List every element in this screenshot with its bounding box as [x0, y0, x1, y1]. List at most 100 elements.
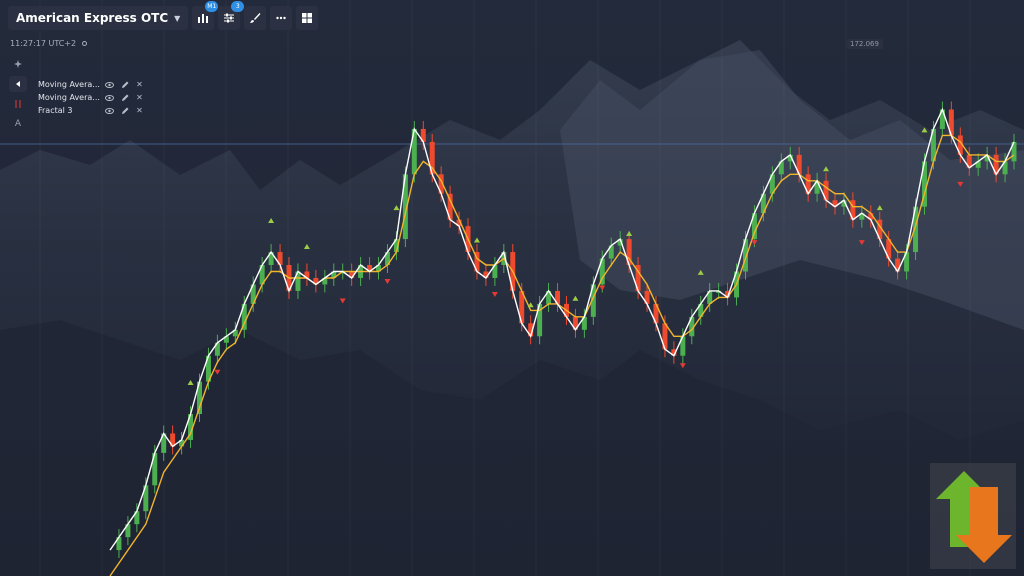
candle-bullish [161, 433, 167, 453]
candle-bullish [384, 252, 390, 266]
pencil-icon[interactable] [117, 107, 132, 115]
candle-bullish [608, 245, 614, 259]
candle-bearish [662, 323, 668, 350]
price-label: 172.069 [846, 39, 883, 49]
fractal-up-marker [823, 166, 830, 172]
fractal-down-marker [751, 240, 758, 246]
candle-bearish [626, 239, 632, 266]
candle-bearish [966, 154, 972, 168]
candle-bearish [725, 290, 731, 298]
candle-bullish [984, 154, 990, 162]
candle-bearish [823, 180, 829, 201]
up-down-tool-button[interactable] [9, 96, 27, 112]
top-toolbar: American Express OTC ▼ M1 3 [8, 1, 319, 30]
candle-bullish [698, 303, 704, 317]
timeframe-badge: M1 [205, 1, 219, 12]
fractal-down-marker [491, 292, 498, 298]
candle-bullish [939, 109, 945, 129]
fractal-down-marker [214, 369, 221, 375]
indicator-name: Moving Avera... [38, 93, 100, 102]
clock-settings-icon[interactable] [82, 41, 88, 46]
candle-bullish [841, 200, 847, 207]
eye-icon[interactable] [102, 107, 117, 114]
fractals-layer [187, 127, 964, 386]
fractal-up-marker [572, 295, 579, 301]
eye-icon[interactable] [102, 94, 117, 101]
candle-bullish [393, 239, 399, 253]
fractal-down-marker [858, 240, 865, 246]
close-icon[interactable]: ✕ [136, 93, 143, 102]
candles-layer [116, 101, 1017, 559]
indicators-list: Moving Avera... ✕ Moving Avera... ✕ Frac… [38, 79, 147, 116]
clock-time: 11:27:17 UTC+2 [10, 39, 77, 48]
candle-bearish [528, 323, 534, 337]
candle-bearish [895, 258, 901, 272]
candle-bullish [930, 128, 936, 162]
layout-button[interactable] [296, 6, 319, 30]
candle-bullish [1011, 141, 1017, 162]
chart-type-button[interactable]: M1 [192, 1, 219, 30]
pencil-icon[interactable] [117, 81, 132, 89]
candle-bearish [429, 141, 435, 175]
pencil-icon[interactable] [117, 94, 132, 102]
drawing-tools-button[interactable] [244, 6, 267, 30]
candle-bearish [796, 154, 802, 175]
candle-bullish [331, 271, 337, 278]
candle-bullish [689, 316, 695, 337]
fractal-up-marker [921, 127, 928, 133]
candle-bullish [921, 161, 927, 207]
close-icon[interactable]: ✕ [136, 80, 143, 89]
candle-bearish [868, 213, 874, 220]
candle-bullish [778, 161, 784, 175]
candle-bullish [116, 537, 122, 551]
candle-bullish [152, 452, 158, 486]
candle-bullish [859, 213, 865, 220]
candle-bearish [483, 271, 489, 278]
candle-bullish [241, 303, 247, 330]
candle-bearish [170, 433, 176, 447]
candle-bullish [197, 381, 203, 415]
candle-bearish [993, 154, 999, 175]
fractal-down-marker [957, 181, 964, 187]
candle-bullish [250, 284, 256, 304]
indicator-row[interactable]: Moving Avera... ✕ [38, 92, 147, 103]
candle-bullish [760, 193, 766, 214]
candle-bearish [349, 271, 355, 278]
candle-bearish [367, 265, 373, 272]
candle-bullish [904, 252, 910, 272]
candle-bullish [913, 206, 919, 253]
collapse-indicators-button[interactable] [9, 76, 27, 92]
candle-bullish [1002, 161, 1008, 175]
candle-bullish [975, 161, 981, 168]
candle-bullish [322, 277, 328, 285]
crosshair-icon [14, 60, 22, 68]
candle-bullish [143, 485, 149, 512]
crosshair-tool-button[interactable] [9, 56, 27, 72]
indicator-row[interactable]: Fractal 3 ✕ [38, 105, 147, 116]
candle-bearish [886, 239, 892, 259]
candle-bullish [125, 524, 131, 538]
fractal-up-marker [303, 243, 310, 249]
indicator-name: Moving Avera... [38, 80, 100, 89]
eye-icon[interactable] [102, 81, 117, 88]
candle-bullish [814, 180, 820, 194]
indicator-row[interactable]: Moving Avera... ✕ [38, 79, 147, 90]
candle-bullish [214, 342, 220, 356]
asset-selector[interactable]: American Express OTC ▼ [8, 6, 189, 30]
candle-bearish [957, 135, 963, 155]
fractal-down-marker [679, 363, 686, 369]
candle-bullish [340, 271, 346, 274]
more-options-button[interactable] [270, 6, 293, 30]
candle-bullish [751, 213, 757, 240]
moving-average-slow-line [109, 134, 1015, 576]
text-tool-button[interactable]: A [9, 116, 27, 132]
candle-bearish [635, 265, 641, 291]
close-icon[interactable]: ✕ [136, 106, 143, 115]
moving-average-fast-line [109, 107, 1015, 551]
candle-bearish [805, 174, 811, 194]
candle-bearish [850, 200, 856, 220]
candle-bullish [295, 271, 301, 291]
fractal-up-marker [473, 237, 480, 243]
indicators-button[interactable]: 3 [218, 1, 245, 30]
